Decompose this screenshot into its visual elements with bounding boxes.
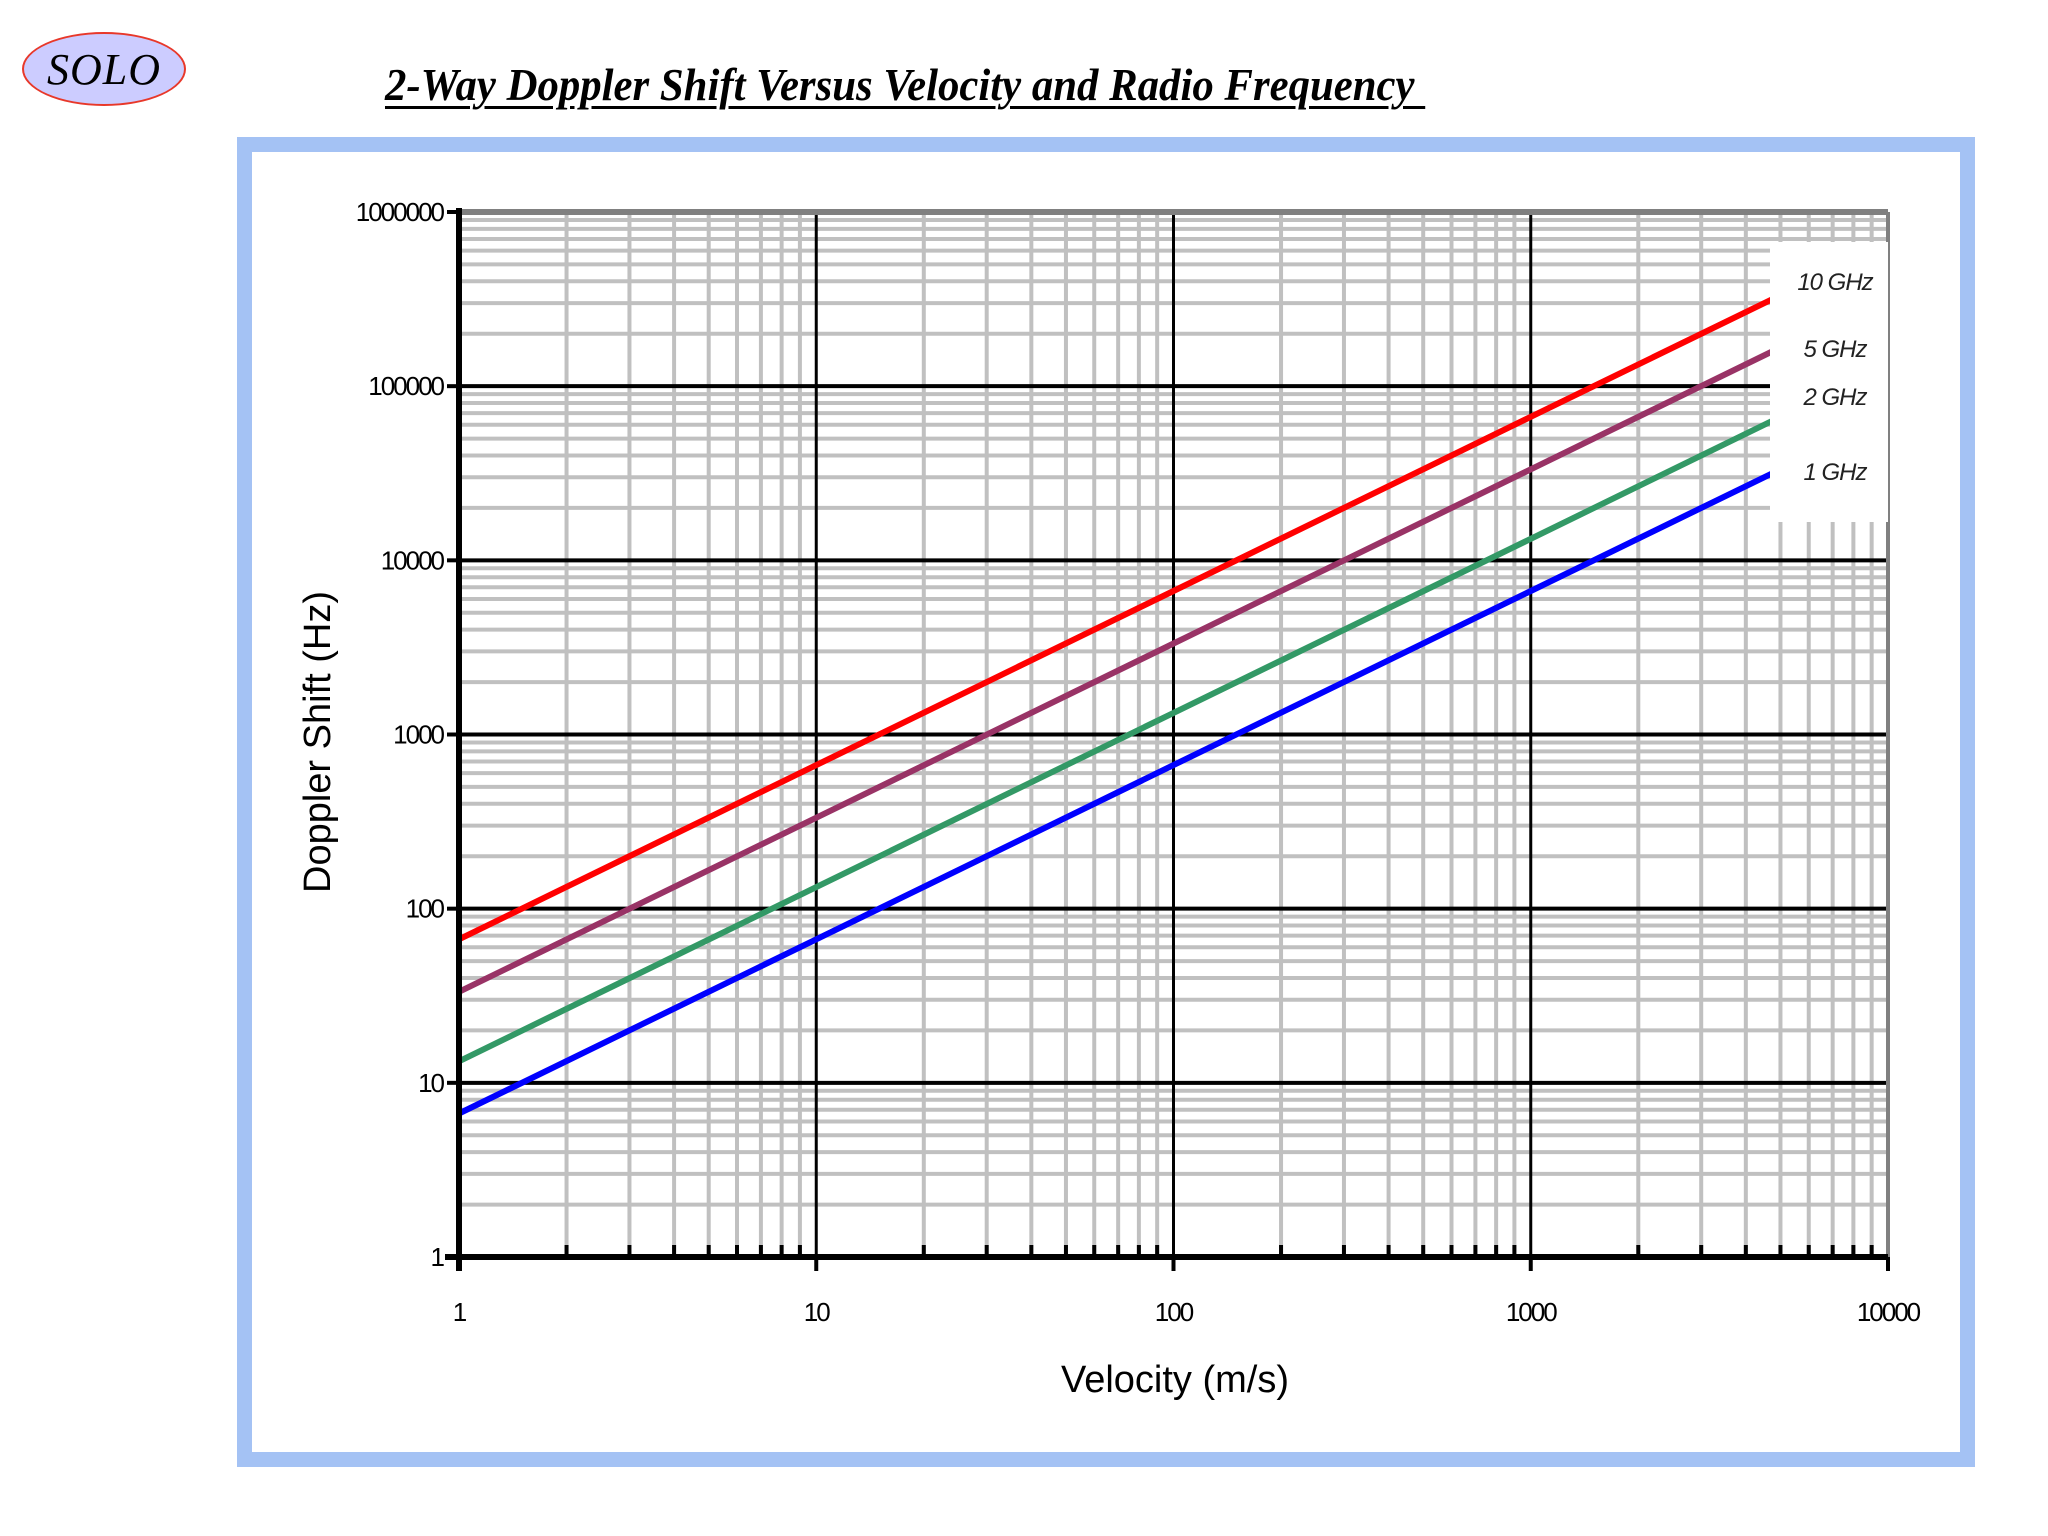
y-tick-label: 100 xyxy=(406,894,445,924)
x-tick-label: 1 xyxy=(453,1297,467,1327)
y-tick-label: 1000 xyxy=(393,720,444,750)
y-tick-label: 10000 xyxy=(381,545,445,575)
major-gridlines xyxy=(459,209,1890,1257)
x-tick-label: 1000 xyxy=(1506,1297,1557,1327)
page-title: 2-Way Doppler Shift Versus Velocity and … xyxy=(385,59,1426,110)
logo-text: SOLO xyxy=(46,44,162,94)
solo-logo: SOLO xyxy=(22,32,186,106)
legend-label: 10 GHz xyxy=(1797,269,1873,296)
y-tick-label: 1 xyxy=(431,1242,445,1272)
legend: 10 GHz 5 GHz 2 GHz 1 GHz xyxy=(1797,269,1874,486)
x-axis-tick-labels: 1 10 100 1000 10000 xyxy=(453,1297,1923,1327)
x-axis-title: Velocity (m/s) xyxy=(1061,1359,1289,1401)
legend-box xyxy=(1770,242,1888,522)
y-axis-tick-labels: 1 10 100 1000 10000 100000 1000000 xyxy=(356,197,447,1272)
series-line-5ghz xyxy=(457,344,1782,995)
legend-label: 5 GHz xyxy=(1803,336,1867,363)
x-tick-label: 10 xyxy=(804,1297,830,1327)
legend-label: 1 GHz xyxy=(1803,459,1867,486)
y-tick-label: 1000000 xyxy=(356,197,445,227)
y-tick-label: 10 xyxy=(418,1068,444,1098)
series-line-1ghz xyxy=(457,466,1782,1117)
series-line-2ghz xyxy=(457,414,1782,1064)
y-tick-label: 100000 xyxy=(368,371,444,401)
series-lines xyxy=(457,292,1782,1117)
series-line-10ghz xyxy=(457,292,1782,942)
x-tick-label: 100 xyxy=(1155,1297,1194,1327)
y-axis-title: Doppler Shift (Hz) xyxy=(297,591,339,893)
axes xyxy=(445,208,1890,1271)
legend-label: 2 GHz xyxy=(1802,384,1867,411)
x-tick-label: 10000 xyxy=(1857,1297,1921,1327)
